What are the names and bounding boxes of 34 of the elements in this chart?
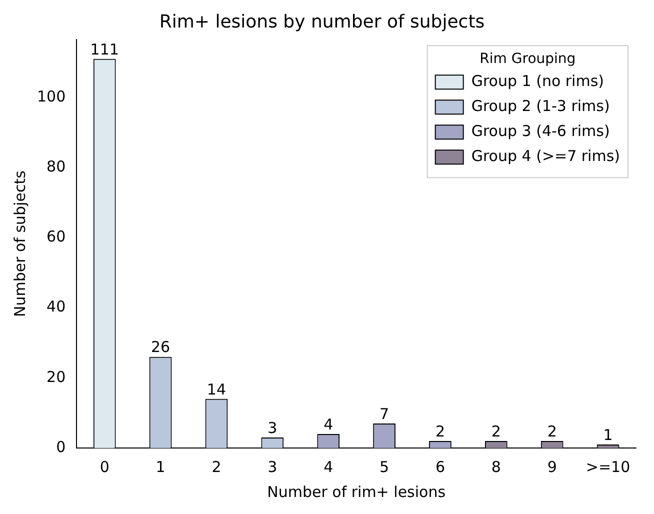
x-tick-label: 4 [324, 458, 334, 476]
y-tick-label: 80 [46, 157, 66, 176]
data-label: 7 [380, 404, 390, 423]
x-tick-label: 8 [491, 458, 501, 476]
y-tick-label: 40 [46, 298, 66, 316]
data-label: 1 [603, 426, 613, 444]
data-label: 14 [206, 380, 226, 398]
x-tick-label: 6 [435, 458, 445, 476]
y-tick-label: 100 [36, 87, 66, 106]
x-tick-label: 1 [156, 458, 166, 476]
x-axis-title: Number of rim+ lesions [267, 482, 446, 501]
legend-label: Group 3 (4-6 rims) [471, 122, 610, 140]
chart-title: Rim+ lesions by number of subjects [159, 11, 485, 32]
data-label: 3 [268, 418, 278, 437]
data-label: 111 [90, 40, 119, 58]
y-tick-label: 0 [56, 438, 66, 456]
data-label: 2 [547, 422, 557, 440]
x-tick-label: 0 [100, 458, 110, 476]
x-tick-label: 9 [547, 458, 557, 476]
legend-label: Group 1 (no rims) [471, 72, 604, 90]
y-axis-title: Number of subjects [10, 170, 29, 318]
data-label: 2 [435, 422, 445, 440]
y-tick-label: 60 [46, 228, 66, 246]
x-tick-label: 5 [380, 458, 390, 476]
x-tick-label: 3 [268, 458, 278, 476]
y-tick-label: 20 [46, 368, 66, 386]
data-label: 26 [150, 338, 170, 356]
legend-label: Group 2 (1-3 rims) [471, 96, 610, 115]
data-label: 4 [324, 415, 334, 434]
x-tick-label: >=10 [586, 458, 630, 476]
x-tick-label: 2 [212, 458, 222, 476]
legend-label: Group 4 (>=7 rims) [471, 146, 620, 165]
data-label: 2 [491, 422, 501, 440]
legend-title: Rim Grouping [480, 51, 576, 68]
